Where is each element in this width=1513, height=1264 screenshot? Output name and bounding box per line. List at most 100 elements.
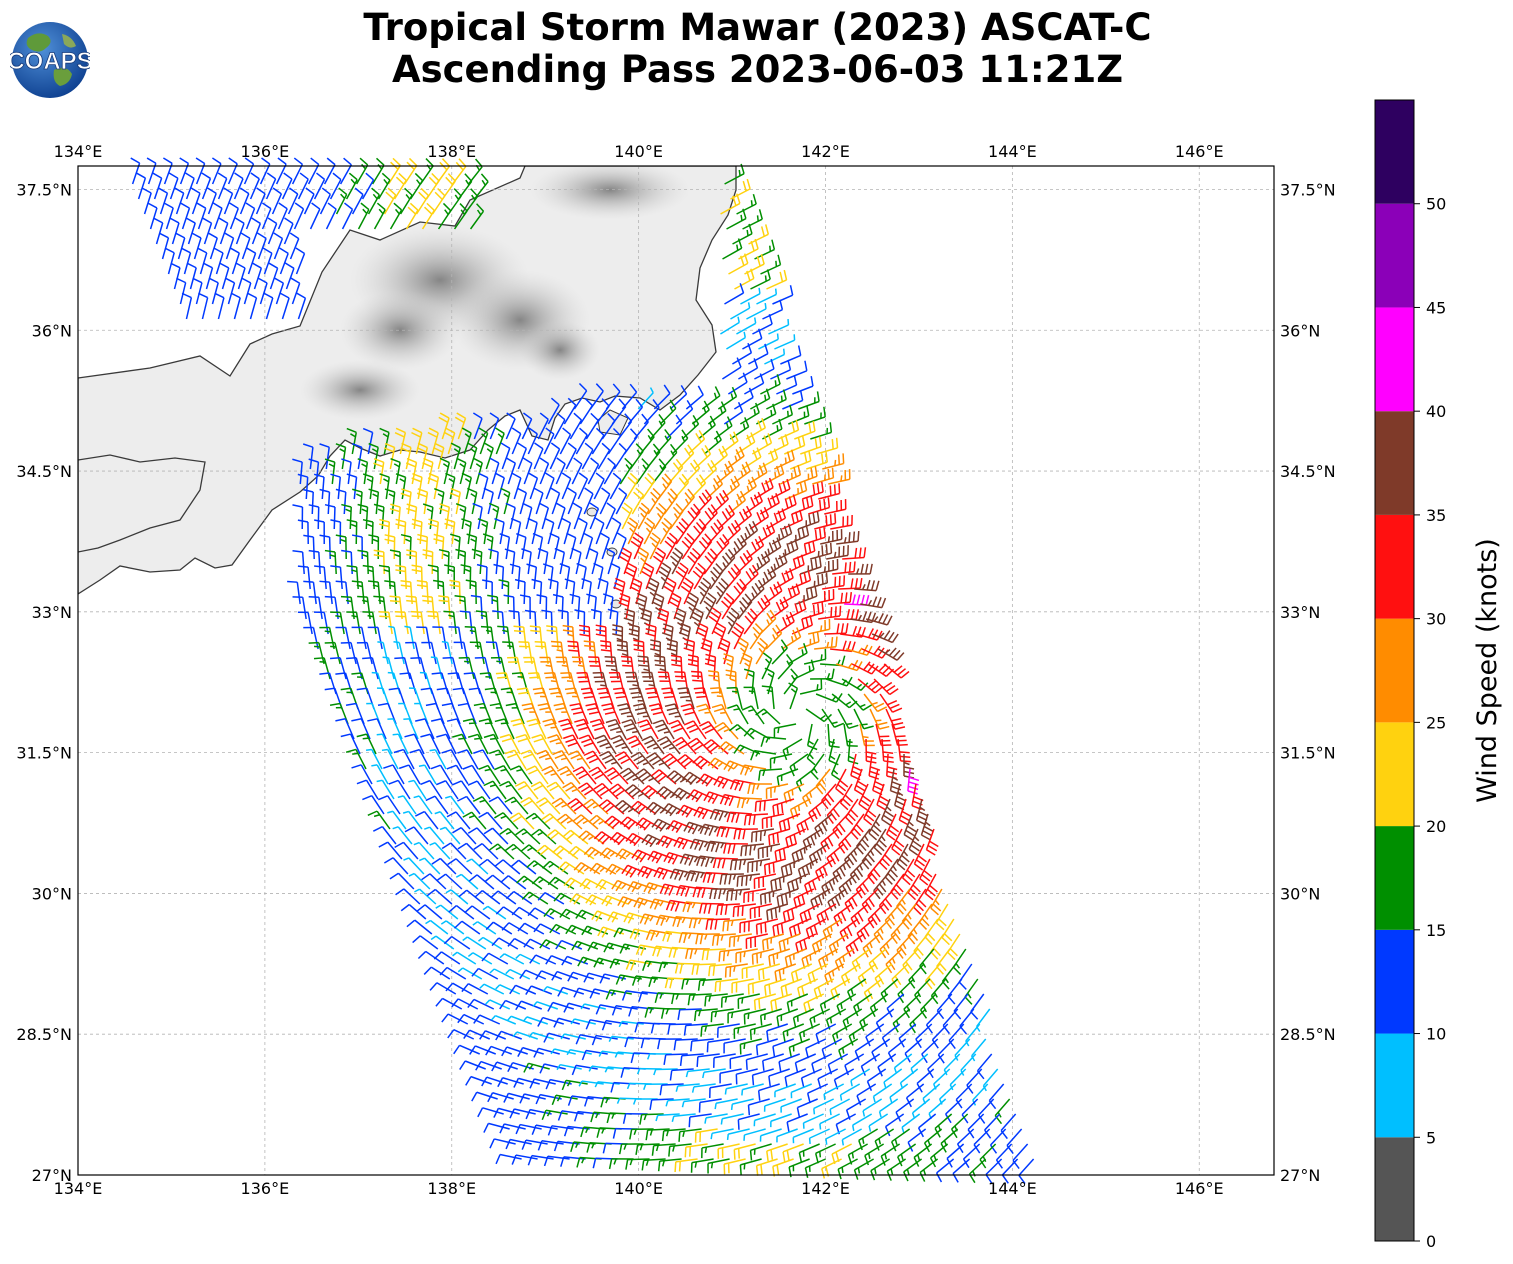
wind-barb [430,718,451,740]
wind-barb [357,202,370,230]
wind-barb [593,782,619,800]
wind-barb [483,1122,510,1133]
wind-barb [630,800,657,815]
wind-barb [778,813,801,833]
wind-barb [806,451,828,470]
wind-barb [599,847,627,860]
wind-barb [335,187,348,215]
wind-barb [887,1038,907,1063]
wind-barb [522,502,533,530]
wind-barb [766,903,789,921]
wind-barb [812,589,835,605]
wind-barb [452,733,473,755]
wind-barb [815,858,835,882]
colorbar-segment [1375,307,1414,412]
wind-barb [495,984,521,995]
wind-barb [765,508,787,530]
wind-barb [844,1053,865,1076]
wind-barb [776,374,798,395]
wind-barb [507,937,535,950]
wind-barb [858,783,872,811]
wind-barb [303,187,315,215]
wind-barb [770,359,792,380]
wind-barb [747,783,772,795]
wind-barb [737,993,760,1009]
wind-barb [743,1128,766,1141]
wind-barb [838,577,863,590]
wind-barb [225,277,236,305]
wind-barb [192,277,203,305]
wind-barb [479,672,497,695]
wind-barb [796,1098,818,1118]
wind-barb [297,172,309,200]
wind-barb [753,873,777,889]
wind-barb [291,157,304,185]
wind-barb [847,693,873,711]
wind-barb [574,718,595,740]
wind-barb [457,967,483,980]
wind-barb [426,888,453,905]
wind-barb [653,502,667,530]
wind-barb [466,858,489,875]
wind-barb [717,504,735,530]
wind-barb [677,444,695,470]
wind-barb [341,458,352,485]
wind-barb [807,963,829,985]
wind-barb [257,277,268,305]
wind-barb [772,798,795,816]
wind-barb [491,1061,518,1072]
wind-barb [755,637,769,665]
wind-barb [868,948,887,973]
wind-barb [207,187,217,215]
wind-barb [504,796,529,815]
wind-barb [853,993,873,1017]
wind-barb [458,656,475,680]
wind-barb [770,993,793,1012]
wind-barb [732,342,753,365]
wind-barb [340,733,361,755]
wind-barb [583,972,610,983]
wind-barb [823,1083,845,1100]
wind-barb [208,277,219,305]
wind-barb [693,444,712,470]
wind-barb [435,997,463,1010]
wind-barb [424,826,445,845]
wind-barb [925,1008,943,1034]
wind-barb [635,768,661,785]
wind-barb [784,948,807,968]
wind-barb [230,292,241,320]
wind-barb [392,826,413,845]
wind-barb [680,577,694,605]
wind-barb [515,1123,542,1135]
wind-barb [583,532,594,560]
wind-barb [768,828,791,846]
wind-barb [346,473,358,500]
wind-barb [467,998,495,1010]
wind-barb [645,801,673,816]
wind-barb [581,442,594,470]
wind-barb [757,963,781,981]
wind-barb [506,1015,533,1025]
wind-barb [694,1128,718,1143]
wind-barb [745,417,766,440]
globe-logo-icon: COAPS [10,22,90,98]
wind-barb [769,478,791,500]
wind-barb [551,1094,578,1106]
wind-barb [400,488,412,515]
wind-barb [703,791,731,805]
wind-barb [741,652,753,680]
wind-barb [529,625,543,650]
wind-barb [689,838,717,851]
wind-barb [760,736,787,747]
wind-barb [959,1008,975,1035]
wind-barb [555,939,583,950]
wind-barb [752,314,773,335]
chart-title-line-2: Ascending Pass 2023-06-03 11:21Z [391,48,1124,91]
wind-barb [879,933,897,959]
wind-barb [203,262,214,290]
wind-barb [543,427,555,455]
wind-barb [404,826,429,845]
wind-barb [727,372,748,395]
wind-barb [488,502,500,530]
wind-barb [901,1113,921,1134]
